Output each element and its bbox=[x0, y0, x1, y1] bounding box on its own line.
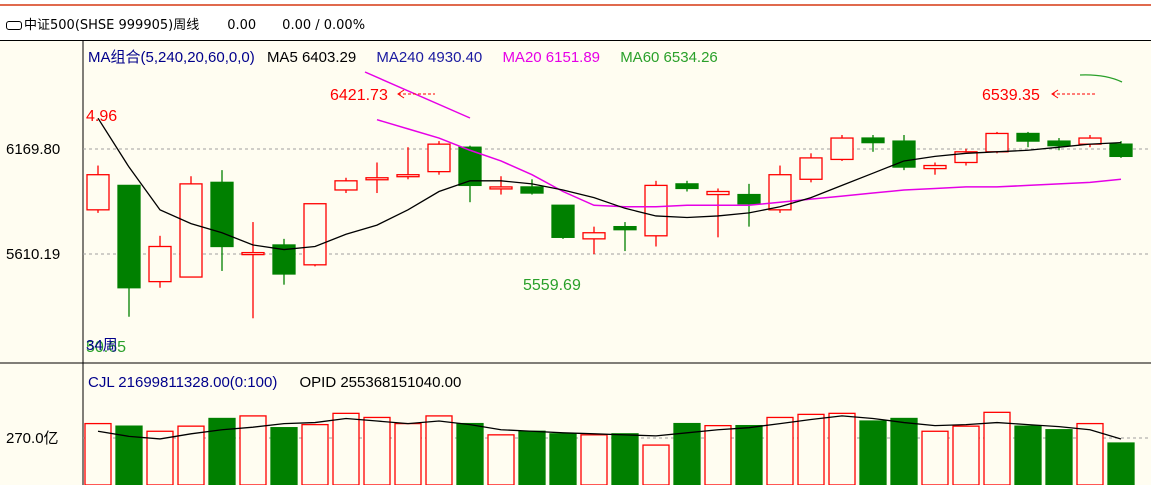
ma5-label: MA5 6403.29 bbox=[267, 49, 356, 66]
volume-bar[interactable] bbox=[332, 412, 360, 485]
candle-down[interactable] bbox=[892, 140, 916, 168]
title-bar: 中证500(SHSE 999905)周线 0.00 0.00 / 0.00% bbox=[0, 0, 1151, 40]
candle-up[interactable] bbox=[148, 245, 172, 283]
link-icon[interactable] bbox=[6, 21, 22, 30]
candle-up[interactable] bbox=[365, 177, 389, 181]
candle-down[interactable] bbox=[613, 225, 637, 231]
volume-legend: CJL 21699811328.00(0:100) OPID 255368151… bbox=[88, 374, 461, 391]
volume-bar[interactable] bbox=[177, 425, 205, 485]
volume-bar[interactable] bbox=[983, 411, 1011, 485]
ma60-label: MA60 6534.26 bbox=[620, 49, 718, 66]
volume-bar[interactable] bbox=[921, 430, 949, 485]
candle-up[interactable] bbox=[179, 183, 203, 278]
period-label: 34周 bbox=[86, 337, 118, 354]
ma-legend: MA组合(5,240,20,60,0,0) MA5 6403.29 MA240 … bbox=[88, 49, 718, 66]
candle-down[interactable] bbox=[272, 244, 296, 275]
kline-chart[interactable]: 6169.80 5610.19 270.0亿 MA组合(5,240,20,60,… bbox=[0, 40, 1151, 485]
candle-up[interactable] bbox=[427, 143, 451, 173]
volume-bar[interactable] bbox=[146, 430, 174, 485]
volume-ma-line bbox=[97, 415, 1122, 440]
candle-down[interactable] bbox=[1016, 132, 1040, 142]
volume-bar[interactable] bbox=[828, 412, 856, 485]
candles-layer bbox=[86, 131, 1133, 319]
candle-up[interactable] bbox=[923, 164, 947, 170]
high-annotation-1-arrowhead bbox=[397, 89, 405, 99]
current-value: 0.00 bbox=[227, 18, 257, 33]
candle-down[interactable] bbox=[458, 146, 482, 187]
volume-bars-layer bbox=[84, 411, 1135, 485]
candle-up[interactable] bbox=[706, 190, 730, 196]
volume-bar[interactable] bbox=[518, 430, 546, 485]
candle-down[interactable] bbox=[520, 186, 544, 194]
candle-down[interactable] bbox=[737, 193, 761, 205]
volume-bar[interactable] bbox=[890, 417, 918, 485]
ma20-label: MA20 6151.89 bbox=[502, 49, 600, 66]
candle-up[interactable] bbox=[303, 203, 327, 266]
candle-down[interactable] bbox=[675, 183, 699, 190]
ma20-left-segment bbox=[364, 71, 471, 119]
candle-down[interactable] bbox=[117, 184, 141, 289]
volume-bar[interactable] bbox=[797, 413, 825, 485]
volume-bar[interactable] bbox=[363, 416, 391, 485]
volume-bar[interactable] bbox=[611, 433, 639, 485]
candle-up[interactable] bbox=[86, 174, 110, 211]
candle-down[interactable] bbox=[210, 181, 234, 248]
volume-bar[interactable] bbox=[1014, 425, 1042, 485]
change-value: 0.00 / 0.00% bbox=[282, 18, 366, 33]
title-bar-border bbox=[0, 4, 1151, 6]
volume-bar[interactable] bbox=[301, 423, 329, 485]
volume-bar[interactable] bbox=[270, 427, 298, 485]
candle-up[interactable] bbox=[241, 251, 265, 256]
volume-bar[interactable] bbox=[456, 422, 484, 485]
candle-up[interactable] bbox=[830, 137, 854, 161]
ma20-line bbox=[376, 118, 1122, 208]
candle-down[interactable] bbox=[861, 137, 885, 144]
volume-bar[interactable] bbox=[394, 422, 422, 485]
opid-label: OPID 255368151040.00 bbox=[300, 374, 462, 391]
volume-bar[interactable] bbox=[704, 424, 732, 485]
chart-title: 中证500(SHSE 999905)周线 bbox=[24, 18, 200, 33]
high-annotation-2: 6539.35 bbox=[982, 87, 1040, 104]
price-tick-upper: 6169.80 bbox=[6, 141, 60, 158]
volume-bar[interactable] bbox=[952, 425, 980, 485]
ma60-line bbox=[1079, 74, 1123, 83]
high-annotation-1: 6421.73 bbox=[330, 87, 388, 104]
low-annotation: 5559.69 bbox=[523, 277, 581, 294]
left-edge-label: 4.96 bbox=[86, 108, 117, 125]
volume-bar[interactable] bbox=[642, 444, 670, 485]
volume-bar[interactable] bbox=[487, 434, 515, 485]
volume-bar[interactable] bbox=[549, 433, 577, 485]
candle-up[interactable] bbox=[582, 232, 606, 240]
bottom-low-label: 50.65 bbox=[86, 339, 126, 356]
volume-bar[interactable] bbox=[735, 424, 763, 485]
volume-bar[interactable] bbox=[425, 415, 453, 485]
candle-down[interactable] bbox=[551, 204, 575, 238]
volume-bar[interactable] bbox=[580, 434, 608, 485]
high-annotation-2-arrowhead bbox=[1051, 89, 1059, 99]
candle-down[interactable] bbox=[1109, 143, 1133, 158]
volume-bar[interactable] bbox=[1045, 429, 1073, 485]
candle-up[interactable] bbox=[334, 180, 358, 191]
volume-bar[interactable] bbox=[1107, 442, 1135, 485]
candle-up[interactable] bbox=[799, 157, 823, 180]
candle-down[interactable] bbox=[1047, 140, 1071, 147]
ma-combo-label: MA组合(5,240,20,60,0,0) bbox=[88, 49, 255, 66]
cjl-label: CJL 21699811328.00(0:100) bbox=[88, 374, 277, 391]
ma5-line bbox=[97, 117, 1122, 251]
candle-up[interactable] bbox=[489, 186, 513, 190]
candle-up[interactable] bbox=[954, 151, 978, 164]
ma240-label: MA240 4930.40 bbox=[376, 49, 482, 66]
volume-bar[interactable] bbox=[859, 420, 887, 485]
title-row: 中证500(SHSE 999905)周线 0.00 0.00 / 0.00% bbox=[6, 14, 365, 33]
candle-up[interactable] bbox=[396, 174, 420, 178]
volume-bar[interactable] bbox=[766, 416, 794, 485]
candle-up[interactable] bbox=[644, 184, 668, 237]
price-tick-lower: 5610.19 bbox=[6, 246, 60, 263]
candle-up[interactable] bbox=[985, 132, 1009, 153]
volume-tick: 270.0亿 bbox=[6, 430, 59, 447]
